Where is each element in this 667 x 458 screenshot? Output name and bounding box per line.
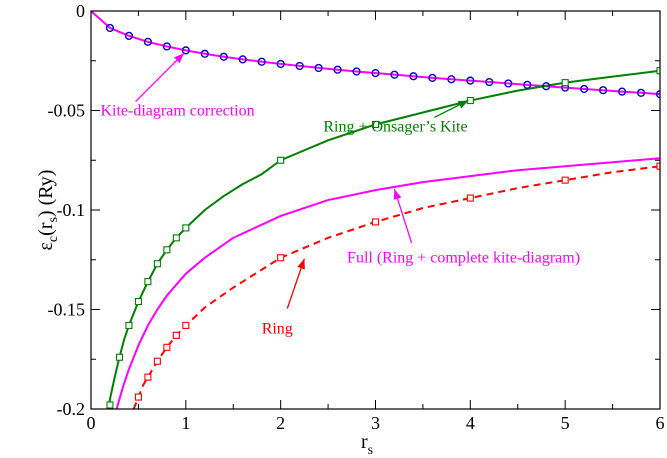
data-point-kite_correction [617, 87, 627, 96]
data-point-ring_onsager_kite [144, 278, 152, 286]
plot-frame [90, 10, 661, 410]
data-point-ring_onsager_kite [172, 234, 180, 242]
series-line-ring [132, 165, 660, 409]
data-point-ring_onsager_kite [153, 260, 161, 268]
data-point-ring [144, 373, 152, 381]
annotation-label-full: Full (Ring + complete kite-diagram) [347, 250, 580, 267]
data-point-ring_onsager_kite [182, 224, 190, 232]
y-axis-title-arg-sub: s [46, 217, 61, 222]
data-point-kite_correction [466, 76, 475, 85]
annotation-layer: Kite-diagram correction Ring + Onsager’s … [100, 52, 580, 337]
data-point-kite_correction [200, 49, 209, 58]
data-point-ring_onsager_kite [134, 297, 142, 306]
data-point-kite_correction [257, 57, 266, 66]
y-axis-title-close: ) (Ry) [35, 170, 57, 218]
x-axis-title-sub: s [368, 443, 373, 458]
y-tick-label: -0.2 [57, 399, 86, 419]
x-tick-label: 4 [466, 413, 475, 433]
data-point-kite_correction [105, 23, 115, 33]
x-axis-title-main: r [361, 431, 368, 453]
data-point-kite_correction [542, 82, 551, 91]
y-tick-label: -0.05 [48, 101, 86, 121]
data-point-ring [182, 321, 190, 329]
y-tick-label: 0 [76, 1, 85, 21]
data-point-kite_correction [238, 55, 247, 64]
x-tick-label: 1 [181, 413, 190, 433]
series-line-kite_correction [91, 11, 660, 96]
annotation-arrowhead-kite [174, 53, 184, 64]
data-point-ring_onsager_kite [561, 79, 569, 87]
x-tick-label: 5 [561, 413, 570, 433]
y-tick-label: -0.15 [48, 300, 86, 320]
x-tick-label: 3 [371, 413, 380, 433]
data-point-kite_correction [371, 68, 380, 78]
series-line-full [115, 157, 660, 409]
data-point-kite_correction [295, 61, 304, 71]
data-point-kite_correction [428, 73, 437, 82]
data-point-kite_correction [333, 65, 342, 74]
y-axis-title: εc(rs) (Ry) [35, 170, 61, 251]
data-point-ring_onsager_kite [371, 120, 380, 128]
data-point-kite_correction [580, 84, 589, 94]
data-point-ring [277, 254, 285, 262]
data-point-kite_correction [447, 75, 456, 84]
data-point-kite_correction [598, 86, 608, 95]
y-axis-title-symbol: ε [35, 242, 57, 250]
annotation-arrowhead-onsager [457, 100, 469, 109]
data-point-ring_onsager_kite [163, 246, 171, 254]
data-point-ring_onsager_kite [106, 401, 114, 409]
annotation-arrowhead-ring [297, 258, 305, 270]
data-point-kite_correction [143, 37, 153, 46]
y-tick-label: -0.1 [57, 200, 86, 220]
data-point-ring [466, 194, 474, 202]
y-axis-title-sub: c [46, 236, 61, 242]
tick-layer: 0 1 2 3 4 5 6 0 -0.05 -0.1 -0.15 -0.2 [48, 1, 665, 433]
data-point-kite_correction [636, 88, 646, 97]
data-point-ring [371, 218, 380, 226]
annotation-label-ring: Ring [262, 320, 293, 337]
series-layer [91, 11, 660, 409]
x-tick-label: 6 [656, 413, 665, 433]
data-point-kite_correction [124, 31, 134, 40]
data-point-kite_correction [390, 70, 399, 79]
x-tick-label: 0 [87, 413, 96, 433]
x-axis-title: rs [361, 431, 373, 458]
data-point-ring_onsager_kite [277, 156, 285, 164]
data-point-ring_onsager_kite [656, 67, 660, 75]
y-axis-title-open: (r [35, 222, 57, 236]
annotation-label-onsager: Ring + Onsager’s Kite [323, 118, 467, 135]
data-point-kite_correction [314, 63, 323, 73]
x-tick-label: 2 [276, 413, 285, 433]
data-point-kite_correction [181, 46, 190, 55]
annotation-arrow-kite [135, 52, 185, 103]
data-point-kite_correction [352, 67, 361, 76]
data-point-ring [561, 176, 569, 184]
data-point-kite_correction [504, 79, 513, 88]
data-point-kite_correction [219, 52, 228, 61]
data-point-ring [656, 162, 660, 170]
annotation-arrowhead-full [393, 189, 402, 200]
data-point-ring [172, 331, 180, 339]
annotation-label-kite: Kite-diagram correction [100, 102, 254, 119]
data-point-ring_onsager_kite [115, 353, 123, 361]
data-point-ring_onsager_kite [125, 321, 133, 329]
data-point-kite_correction [162, 42, 171, 51]
data-point-kite_correction [485, 77, 494, 87]
data-point-ring [134, 393, 142, 401]
marker-layer [105, 23, 660, 409]
data-point-kite_correction [409, 72, 418, 81]
data-point-kite_correction [523, 80, 532, 89]
data-point-kite_correction [276, 59, 285, 69]
data-point-ring [163, 343, 171, 351]
data-point-ring [153, 357, 161, 365]
